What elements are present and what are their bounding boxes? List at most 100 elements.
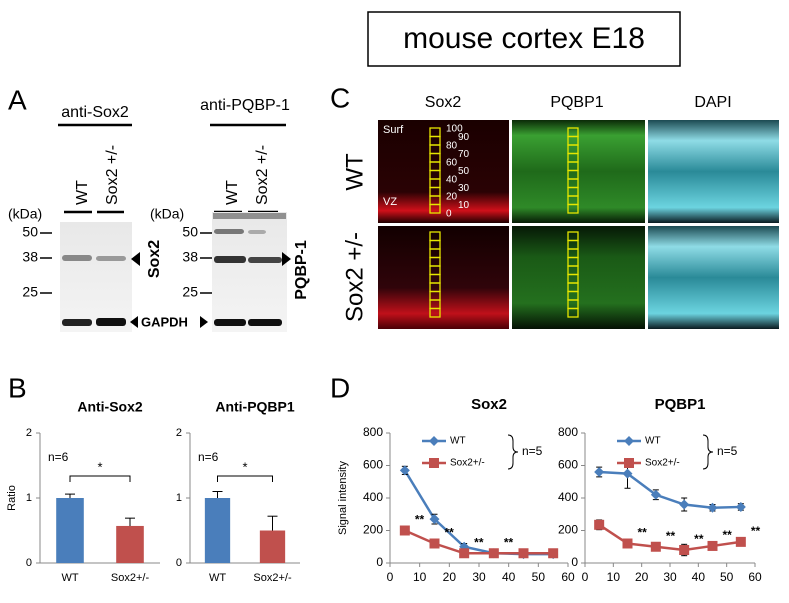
point [488, 548, 499, 559]
bin-scale-label: 30 [458, 183, 470, 194]
chart-title: Anti-PQBP1 [215, 399, 295, 415]
point [707, 540, 718, 551]
marker-label: 50 [22, 224, 38, 240]
lane-label: Sox2 +/- [104, 145, 121, 205]
band [96, 318, 126, 326]
x-tick-label: 30 [472, 570, 486, 584]
point [459, 548, 470, 559]
antibody-label: anti-PQBP-1 [200, 97, 290, 114]
significance-label: ** [666, 529, 676, 543]
band [62, 255, 92, 261]
point [679, 499, 690, 510]
significance-label: ** [694, 532, 704, 546]
bin-scale-label: 50 [458, 166, 470, 177]
marker-label: 38 [22, 249, 38, 265]
significance-label: ** [445, 526, 455, 540]
genotype-label: WT [341, 153, 368, 191]
point [518, 548, 529, 559]
error-bar [65, 493, 75, 498]
bin-scale-label: 20 [446, 192, 458, 203]
chart-title: PQBP1 [655, 396, 706, 413]
charts: Anti-Sox2 Ratio 0 1 2 WT Sox2+/- n=6 * Anti-PQBP1… [6, 396, 762, 584]
bar [116, 525, 144, 563]
x-tick-label: 60 [561, 570, 575, 584]
antibody-label: anti-Sox2 [61, 104, 129, 121]
error-bar [125, 517, 135, 526]
y-tick-label: 800 [558, 425, 578, 439]
point [594, 519, 605, 530]
bar [259, 530, 286, 563]
point [622, 538, 633, 549]
x-tick-label: Sox2+/- [253, 572, 292, 584]
legend-swatch [429, 436, 439, 446]
x-tick-label: 20 [443, 570, 457, 584]
bin-scale-label: 10 [458, 200, 470, 211]
title-box [367, 11, 681, 67]
x-tick-label: 0 [387, 570, 394, 584]
band [62, 319, 92, 326]
sample-size: n=5 [717, 444, 738, 458]
legend-swatch [624, 436, 634, 446]
x-tick-label: 10 [413, 570, 427, 584]
bar [204, 498, 231, 563]
loading-label: GAPDH [141, 314, 188, 329]
bar [56, 498, 84, 563]
x-tick-label: 10 [607, 570, 621, 584]
marker-label: 50 [182, 224, 198, 240]
legend-brace [507, 434, 519, 470]
x-tick-label: WT [61, 572, 78, 584]
bin-box [567, 307, 579, 318]
sample-size: n=5 [522, 444, 543, 458]
significance-label: ** [723, 528, 733, 542]
bin-scale-label: 90 [458, 132, 470, 143]
y-tick-label: 400 [363, 490, 383, 504]
marker-label: 25 [182, 284, 198, 300]
chart-title: Sox2 [471, 396, 507, 413]
micrograph [378, 120, 509, 223]
x-tick-label: 60 [748, 570, 762, 584]
significance-bracket [69, 475, 131, 482]
legend-label: Sox2+/- [450, 458, 485, 469]
y-tick-label: 2 [176, 427, 182, 439]
point [429, 538, 440, 549]
panel-letter: A [8, 84, 27, 115]
immunostaining: Sox2 PQBP1 DAPI WT Sox2 +/- Surf VZ 1009… [341, 94, 779, 329]
error-bar [212, 491, 223, 498]
target-label: Sox2 [146, 240, 163, 278]
y-tick-label: 400 [558, 490, 578, 504]
bin-scale-label: 60 [446, 158, 458, 169]
micrograph [648, 226, 779, 329]
band [214, 319, 246, 326]
point [650, 541, 661, 552]
panel-letter: C [330, 82, 350, 113]
x-tick-label: WT [209, 572, 226, 584]
y-axis-title: Signal intensity [337, 461, 349, 535]
bin-scale-label: 0 [446, 209, 452, 220]
y-axis-title: Ratio [6, 485, 18, 511]
bin-scale-label: 40 [446, 175, 458, 186]
point [399, 465, 410, 476]
bin-scale-label: 70 [458, 149, 470, 160]
significance-label: ** [504, 535, 514, 549]
x-tick-label: 50 [532, 570, 546, 584]
x-tick-label: 30 [663, 570, 677, 584]
marker-label: 38 [182, 249, 198, 265]
arrowhead [131, 252, 140, 266]
significance-label: * [242, 459, 247, 474]
legend-swatch [624, 458, 634, 468]
band [248, 319, 282, 326]
y-tick-label: 0 [26, 557, 32, 569]
legend-brace [702, 434, 714, 470]
x-tick-label: 40 [692, 570, 706, 584]
lane-label: WT [74, 180, 91, 205]
point [594, 467, 605, 477]
y-tick-label: 2 [26, 427, 32, 439]
sample-size: n=6 [198, 450, 219, 464]
lane-label: Sox2 +/- [254, 145, 271, 205]
y-tick-label: 800 [363, 425, 383, 439]
legend-label: WT [645, 436, 661, 447]
significance-bracket [217, 475, 273, 482]
bin-scale-label: 80 [446, 141, 458, 152]
y-tick-label: 200 [558, 523, 578, 537]
